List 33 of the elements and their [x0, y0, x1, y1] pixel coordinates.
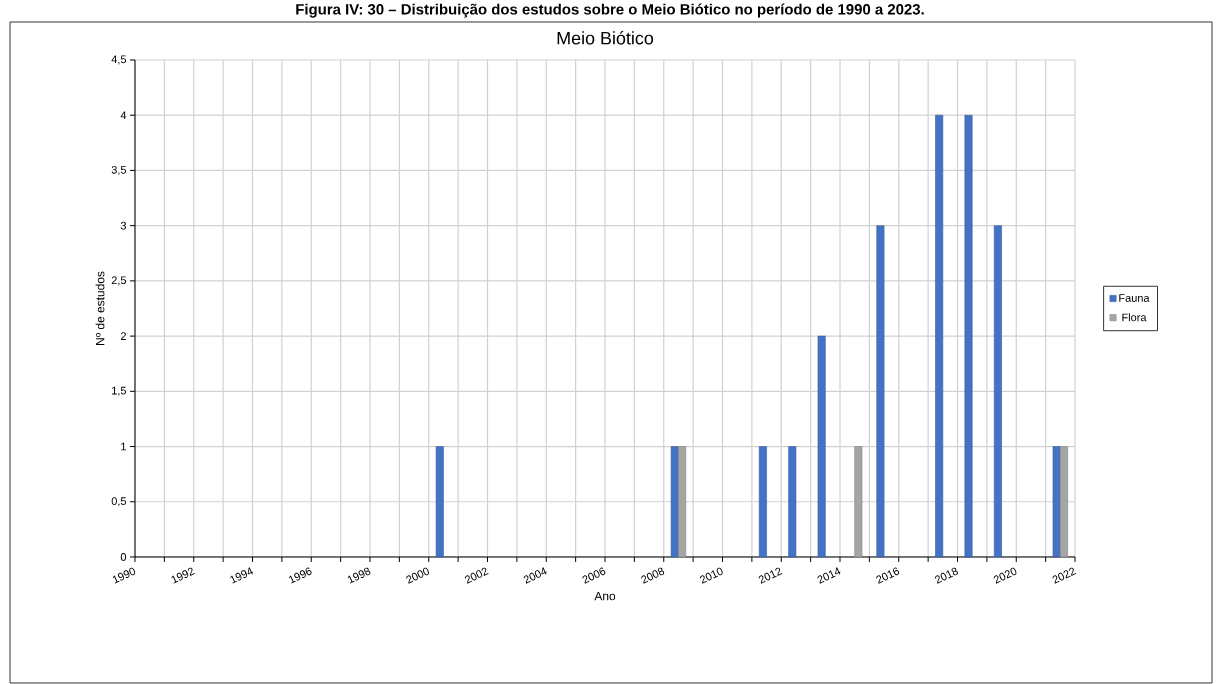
- x-tick-label: 2000: [406, 567, 429, 584]
- x-tick-label: 2016: [876, 567, 900, 584]
- y-tick-label: 0: [120, 553, 127, 561]
- x-tick-label: 2004: [523, 567, 547, 584]
- chart-title: Meio Biótico: [557, 31, 654, 45]
- y-tick-label: 3: [120, 221, 127, 230]
- x-axis-title: Ano: [594, 591, 616, 601]
- x-tick-label: 1998: [347, 567, 371, 584]
- x-tick-label: 2002: [464, 567, 489, 584]
- y-tick-label: 4: [120, 111, 127, 119]
- y-tick-label: 1,5: [112, 386, 127, 396]
- x-tick-label: 1992: [171, 567, 195, 584]
- y-tick-label: 0,5: [111, 497, 127, 507]
- y-tick-label: 2,5: [111, 276, 127, 286]
- x-tick-label: 2020: [993, 567, 1017, 584]
- legend-label: Flora: [1122, 313, 1147, 322]
- y-tick-label: 1: [121, 442, 126, 451]
- x-tick-label: 1996: [288, 567, 312, 584]
- x-tick-label: 2006: [582, 567, 606, 584]
- y-tick-label: 4,5: [111, 55, 127, 65]
- y-axis-title: Nº de estudos: [95, 271, 105, 345]
- legend-label: Fauna: [1119, 294, 1150, 302]
- x-tick-label: 1994: [230, 567, 254, 584]
- x-tick-label: 2012: [758, 567, 783, 584]
- y-tick-label: 2: [120, 332, 126, 340]
- x-tick-label: 1990: [112, 567, 136, 584]
- y-tick-label: 3,5: [111, 165, 127, 175]
- x-tick-label: 2018: [934, 567, 958, 584]
- x-tick-label: 2008: [641, 567, 665, 584]
- x-tick-label: 2014: [817, 567, 841, 584]
- text: Figura IV: 30 – Distribuição dos estudos sobre o Meio Biótico no período de 1990 a 2023.: [296, 3, 924, 18]
- x-tick-label: 2022: [1052, 567, 1077, 584]
- x-tick-label: 2010: [699, 567, 723, 584]
